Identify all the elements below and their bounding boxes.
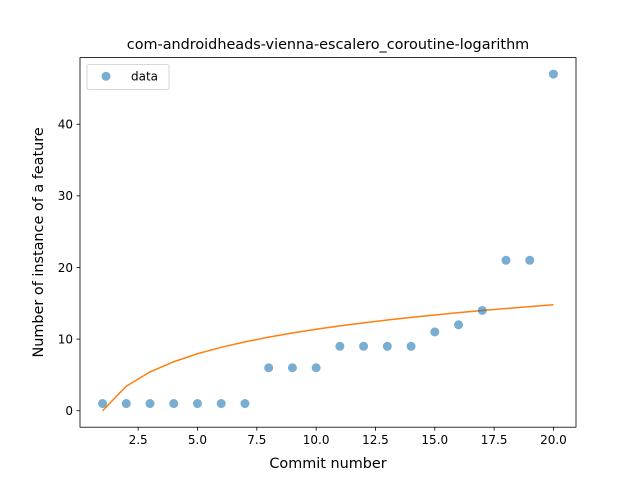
data-point	[335, 341, 345, 351]
y-tick-label: 20	[58, 261, 73, 275]
legend-marker-data	[101, 71, 111, 81]
x-tick-label: 17.5	[481, 433, 508, 447]
data-point	[192, 399, 202, 409]
data-point	[430, 327, 440, 337]
legend-label-data: data	[131, 70, 158, 84]
axes-frame	[79, 57, 577, 428]
plot-area	[98, 69, 558, 412]
data-point	[121, 399, 131, 409]
x-axis-label: Commit number	[269, 456, 386, 472]
x-tick-label: 12.5	[362, 433, 389, 447]
chart-title: com-androidheads-vienna-escalero_corouti…	[127, 37, 529, 53]
y-axis-ticks: 0 10 20 30 40	[58, 118, 80, 418]
y-tick-label: 0	[65, 404, 73, 418]
x-axis-ticks: 2.5 5.0 7.5 10.0 12.5 15.0 17.5 20.0	[129, 427, 567, 447]
data-point	[525, 255, 535, 265]
data-point	[454, 320, 464, 330]
data-point	[145, 399, 155, 409]
data-point	[382, 341, 392, 351]
x-tick-label: 5.0	[188, 433, 207, 447]
x-tick-label: 15.0	[421, 433, 448, 447]
data-point	[501, 255, 511, 265]
legend-box	[86, 64, 170, 90]
y-axis-label: Number of instance of a feature	[31, 127, 47, 357]
legend: data	[86, 64, 170, 90]
data-point	[169, 399, 179, 409]
fit-line	[102, 304, 554, 412]
y-tick-label: 10	[58, 332, 73, 346]
data-point	[406, 341, 416, 351]
x-tick-label: 7.5	[247, 433, 266, 447]
data-point	[311, 363, 321, 373]
data-point	[98, 399, 108, 409]
data-point	[264, 363, 274, 373]
x-tick-label: 10.0	[303, 433, 330, 447]
data-point	[359, 341, 369, 351]
x-tick-label: 20.0	[540, 433, 567, 447]
data-point	[548, 69, 558, 79]
data-point	[477, 305, 487, 315]
y-tick-label: 40	[58, 118, 73, 132]
data-point	[287, 363, 297, 373]
data-point	[216, 399, 226, 409]
data-point	[240, 399, 250, 409]
x-tick-label: 2.5	[129, 433, 148, 447]
y-tick-label: 30	[58, 189, 73, 203]
